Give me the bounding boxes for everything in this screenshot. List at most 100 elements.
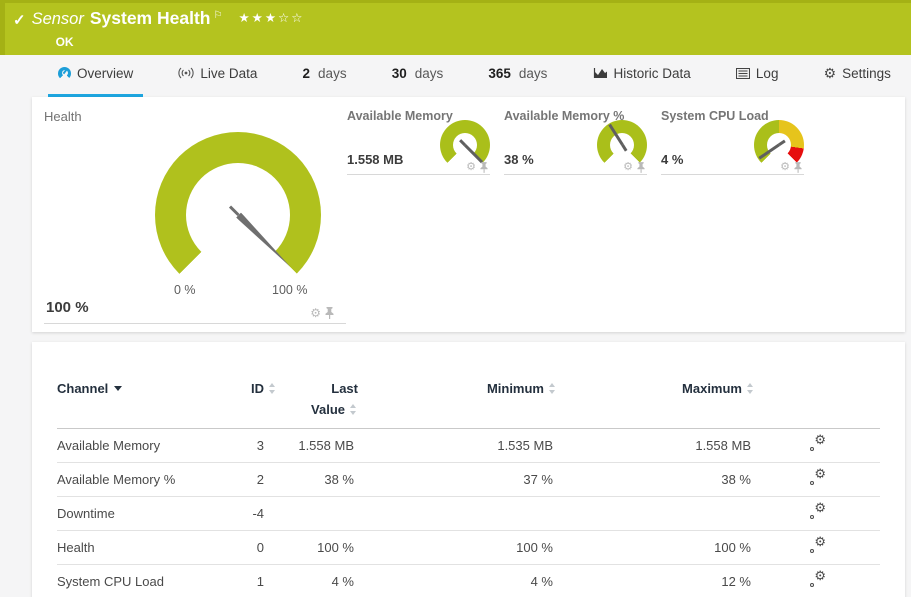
channel-name: Available Memory (57, 428, 195, 463)
gauge-needle (758, 140, 786, 160)
sort-icon (349, 404, 358, 415)
tab-365-days[interactable]: 365 days (488, 65, 548, 81)
system-cpu-load-tile: System CPU Load 4 % ⚙ (661, 109, 804, 175)
channel-last-value: 100 % (277, 530, 358, 565)
gauge-settings-icon[interactable]: ⚙ (623, 161, 633, 173)
channel-actions: ⚙ (755, 428, 880, 463)
gear-icon: ⚙ (823, 65, 837, 81)
gauge-value: 100 % (46, 299, 89, 316)
table-row: Available Memory % 2 38 % 37 % 38 % ⚙ (57, 462, 880, 497)
channel-settings-icon[interactable]: ⚙ (809, 467, 826, 486)
channel-id: 2 (195, 462, 277, 497)
channel-last-value (277, 496, 358, 531)
gauge-scale-max: 100 % (272, 283, 308, 297)
status-badge: OK (55, 35, 74, 49)
tab-30-days[interactable]: 30 days (391, 65, 444, 81)
channel-maximum: 12 % (557, 564, 755, 597)
channel-minimum: 4 % (358, 564, 557, 597)
column-header-last-value[interactable]: Last Value (277, 342, 358, 429)
pin-icon[interactable] (637, 162, 645, 173)
sort-icon (548, 383, 557, 394)
channel-actions: ⚙ (755, 564, 880, 597)
gauge-value: 1.558 MB (347, 152, 404, 167)
tab-settings[interactable]: ⚙ Settings (823, 65, 891, 81)
table-header-row: Channel ID Last Value Minimum Maximum (57, 342, 880, 429)
channel-name: Available Memory % (57, 462, 195, 497)
channels-panel: Channel ID Last Value Minimum Maximum (32, 342, 905, 597)
available-memory-pct-tile: Available Memory % 38 % ⚙ (504, 109, 647, 175)
gauge-value: 4 % (661, 152, 684, 167)
channel-maximum: 38 % (557, 462, 755, 497)
tab-bar: Overview Live Data 2 days 30 days 365 days … (0, 55, 911, 97)
gauge-settings-icon[interactable]: ⚙ (310, 306, 321, 320)
channel-last-value: 1.558 MB (277, 428, 358, 463)
channel-actions: ⚙ (755, 462, 880, 497)
channel-name: Health (57, 530, 195, 565)
column-header-channel[interactable]: Channel (57, 342, 195, 429)
priority-flag-icon[interactable]: ⚐ (213, 10, 223, 21)
channel-actions: ⚙ (755, 530, 880, 565)
health-gauge (155, 132, 321, 298)
available-memory-pct-gauge (597, 120, 647, 170)
table-row: System CPU Load 1 4 % 4 % 12 % ⚙ (57, 564, 880, 597)
system-cpu-load-gauge (754, 120, 804, 170)
title-block: Sensor System Health ⚐ ★★★☆☆ OK (32, 8, 305, 49)
channel-minimum: 1.535 MB (358, 428, 557, 463)
pin-icon[interactable] (480, 162, 488, 173)
channel-id: 0 (195, 530, 277, 565)
small-gauges-row: Available Memory 1.558 MB ⚙ Available Me… (347, 109, 804, 175)
gauge-settings-icon[interactable]: ⚙ (780, 161, 790, 173)
log-list-icon (735, 67, 750, 79)
gauge-title: Available Memory (347, 109, 453, 123)
column-header-actions (755, 342, 880, 429)
channel-maximum: 1.558 MB (557, 428, 755, 463)
channel-id: 3 (195, 428, 277, 463)
broadcast-icon (178, 67, 195, 79)
channel-settings-icon[interactable]: ⚙ (809, 535, 826, 554)
channel-actions: ⚙ (755, 496, 880, 531)
gauge-title: Health (44, 109, 82, 124)
tab-historic-data[interactable]: Historic Data (583, 55, 701, 97)
channel-settings-icon[interactable]: ⚙ (809, 569, 826, 588)
gauge-value: 38 % (504, 152, 534, 167)
channel-settings-icon[interactable]: ⚙ (809, 433, 826, 452)
channel-maximum: 100 % (557, 530, 755, 565)
column-header-maximum[interactable]: Maximum (557, 342, 755, 429)
gauge-title: System CPU Load (661, 109, 769, 123)
gauges-panel: Health 0 % 100 % 100 % ⚙ Available Memor… (32, 97, 905, 332)
object-kind-label: Sensor (31, 10, 84, 28)
available-memory-gauge (440, 120, 490, 170)
channels-table: Channel ID Last Value Minimum Maximum (57, 342, 880, 597)
table-row: Health 0 100 % 100 % 100 % ⚙ (57, 530, 880, 565)
gauge-scale-min: 0 % (174, 283, 196, 297)
sensor-header: ✓ Sensor System Health ⚐ ★★★☆☆ OK (0, 0, 911, 55)
tab-log[interactable]: Log (726, 55, 789, 97)
table-row: Downtime -4 ⚙ (57, 496, 880, 531)
priority-stars[interactable]: ★★★☆☆ (238, 11, 305, 25)
channel-minimum: 100 % (358, 530, 557, 565)
sort-desc-icon (114, 386, 123, 391)
gauge-title: Available Memory % (504, 109, 625, 123)
gauge-needle (228, 205, 293, 270)
pin-icon[interactable] (325, 307, 334, 319)
channel-maximum (557, 496, 755, 531)
channel-name: System CPU Load (57, 564, 195, 597)
gauge-settings-icon[interactable]: ⚙ (466, 161, 476, 173)
sort-icon (268, 383, 277, 394)
gauge-needle (608, 124, 627, 152)
column-header-minimum[interactable]: Minimum (358, 342, 557, 429)
channel-settings-icon[interactable]: ⚙ (809, 501, 826, 520)
tab-2-days[interactable]: 2 days (302, 65, 347, 81)
channel-name: Downtime (57, 496, 195, 531)
gauge-icon (58, 66, 71, 80)
channel-last-value: 38 % (277, 462, 358, 497)
pin-icon[interactable] (794, 162, 802, 173)
area-chart-icon (593, 67, 608, 79)
available-memory-tile: Available Memory 1.558 MB ⚙ (347, 109, 490, 175)
tab-live-data[interactable]: Live Data (168, 55, 267, 97)
column-header-id[interactable]: ID (195, 342, 277, 429)
channel-id: -4 (195, 496, 277, 531)
tab-overview[interactable]: Overview (48, 55, 144, 97)
table-row: Available Memory 3 1.558 MB 1.535 MB 1.5… (57, 428, 880, 463)
